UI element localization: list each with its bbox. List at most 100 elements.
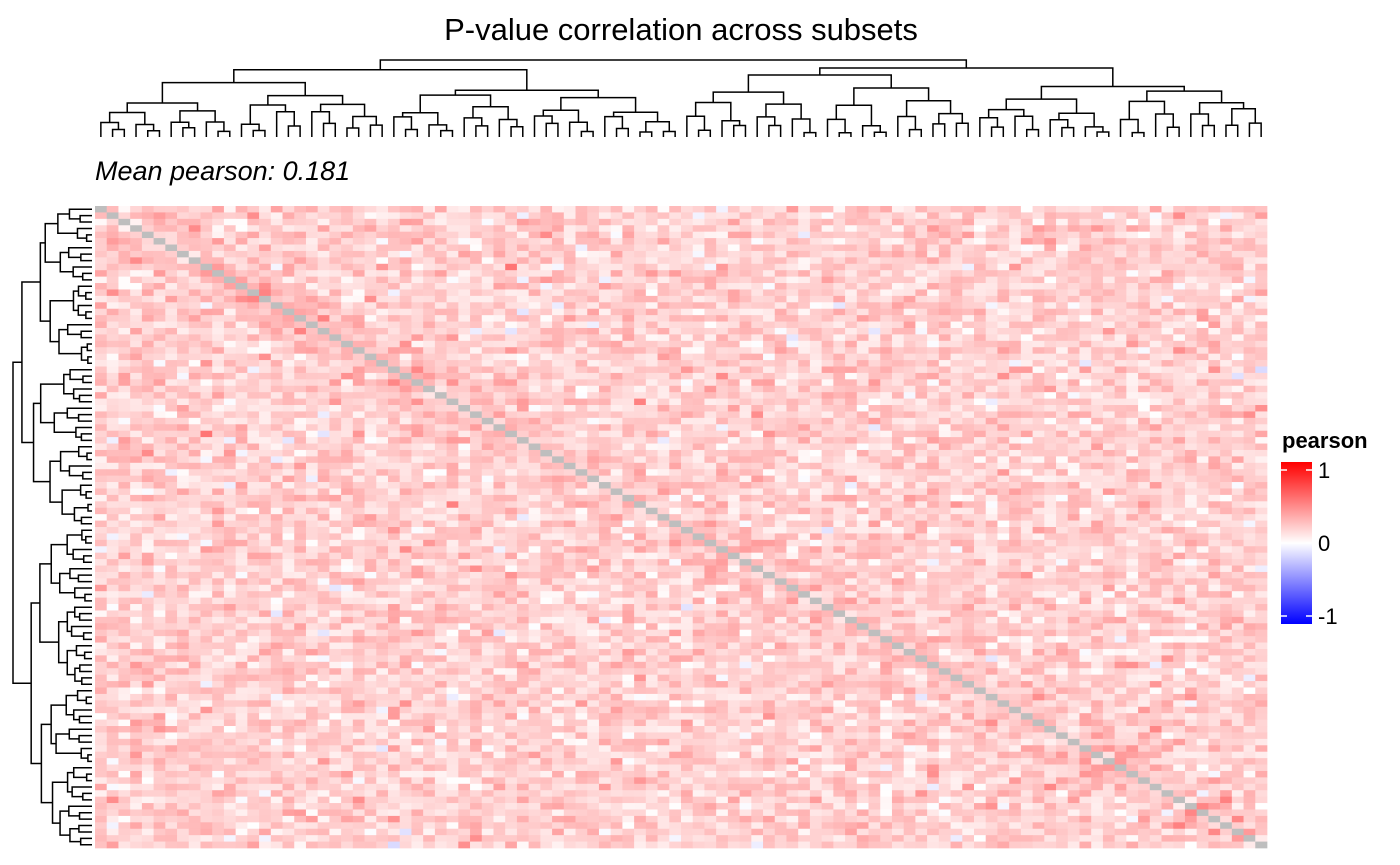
heatmap-cell <box>751 398 764 406</box>
heatmap-cell <box>645 379 658 387</box>
heatmap-cell <box>376 295 389 303</box>
heatmap-cell <box>739 218 752 226</box>
heatmap-cell <box>341 212 354 220</box>
heatmap-cell <box>446 456 459 464</box>
heatmap-cell <box>1208 295 1221 303</box>
heatmap-cell <box>235 257 248 265</box>
heatmap-cell <box>528 385 541 393</box>
heatmap-cell <box>950 212 963 220</box>
heatmap-cell <box>294 469 307 476</box>
heatmap-cell <box>130 494 143 502</box>
heatmap-cell <box>153 347 166 355</box>
heatmap-cell <box>833 340 846 348</box>
heatmap-cell <box>657 334 670 342</box>
heatmap-cell <box>376 379 389 387</box>
heatmap-cell <box>411 302 424 310</box>
heatmap-cell <box>388 405 401 412</box>
heatmap-cell <box>270 417 283 425</box>
heatmap-diagonal-cell <box>223 276 236 284</box>
heatmap-cell <box>458 360 471 367</box>
heatmap-cell <box>938 327 951 335</box>
heatmap-cell <box>657 212 670 220</box>
heatmap-cell <box>1126 302 1139 310</box>
heatmap-cell <box>1173 379 1186 387</box>
heatmap-cell <box>259 360 272 367</box>
heatmap-cell <box>247 398 260 406</box>
heatmap-cell <box>798 456 811 464</box>
heatmap-cell <box>575 315 588 322</box>
heatmap-cell <box>809 276 822 284</box>
heatmap-cell <box>751 385 764 393</box>
heatmap-cell <box>704 353 717 361</box>
heatmap-cell <box>610 398 623 406</box>
heatmap-cell <box>423 238 436 245</box>
heatmap-cell <box>903 231 916 239</box>
heatmap-diagonal-cell <box>200 263 213 271</box>
heatmap-cell <box>458 501 471 509</box>
heatmap-cell <box>1032 372 1045 380</box>
heatmap-cell <box>1009 327 1022 335</box>
heatmap-cell <box>1184 437 1198 444</box>
heatmap-cell <box>1243 449 1256 457</box>
heatmap-cell <box>891 250 905 258</box>
heatmap-cell <box>1149 302 1162 310</box>
heatmap-cell <box>153 276 166 284</box>
heatmap-cell <box>587 482 600 489</box>
heatmap-cell <box>212 405 225 412</box>
heatmap-cell <box>927 257 940 265</box>
heatmap-cell <box>1220 244 1233 252</box>
heatmap-cell <box>681 250 694 258</box>
heatmap-cell <box>1208 225 1221 233</box>
heatmap-cell <box>798 360 811 367</box>
heatmap-cell <box>1114 469 1127 476</box>
heatmap-diagonal-cell <box>423 385 436 393</box>
heatmap-cell <box>294 494 307 502</box>
heatmap-cell <box>1196 347 1209 355</box>
heatmap-cell <box>223 360 236 367</box>
heatmap-cell <box>1091 276 1104 284</box>
heatmap-cell <box>1255 263 1268 271</box>
heatmap-diagonal-cell <box>505 430 518 438</box>
heatmap-cell <box>798 417 811 425</box>
heatmap-cell <box>1138 289 1151 297</box>
heatmap-cell <box>376 398 389 406</box>
heatmap-cell <box>1138 488 1151 496</box>
heatmap-cell <box>153 366 166 374</box>
heatmap-cell <box>341 315 354 322</box>
heatmap-cell <box>598 488 612 496</box>
heatmap-cell <box>833 456 846 464</box>
row-dendrogram-branch <box>76 227 92 239</box>
heatmap-cell <box>997 501 1010 509</box>
heatmap-cell <box>598 456 612 464</box>
heatmap-cell <box>669 302 682 310</box>
column-dendrogram-branch <box>1040 85 1185 100</box>
row-dendrogram-branch <box>39 242 51 322</box>
heatmap-cell <box>259 475 272 483</box>
heatmap-cell <box>610 257 623 265</box>
heatmap-cell <box>1243 276 1256 284</box>
heatmap-cell <box>1067 353 1080 361</box>
heatmap-cell <box>1067 366 1080 374</box>
heatmap-cell <box>165 308 178 316</box>
heatmap-cell <box>985 417 998 425</box>
heatmap-cell <box>657 327 670 335</box>
heatmap-cell <box>657 270 670 277</box>
heatmap-cell <box>985 379 998 387</box>
heatmap-cell <box>692 482 705 489</box>
heatmap-cell <box>505 417 518 425</box>
heatmap-cell <box>739 353 752 361</box>
heatmap-cell <box>1102 283 1115 290</box>
heatmap-cell <box>1091 430 1104 438</box>
heatmap-cell <box>1196 475 1209 483</box>
heatmap-cell <box>727 327 740 335</box>
heatmap-cell <box>247 411 260 419</box>
heatmap-cell <box>657 244 670 252</box>
heatmap-cell <box>364 340 377 348</box>
heatmap-cell <box>962 276 975 284</box>
heatmap-cell <box>247 366 260 374</box>
heatmap-cell <box>1184 494 1198 502</box>
heatmap-cell <box>470 482 483 489</box>
heatmap-cell <box>1032 302 1045 310</box>
heatmap-cell <box>798 424 811 432</box>
heatmap-cell <box>153 437 166 444</box>
